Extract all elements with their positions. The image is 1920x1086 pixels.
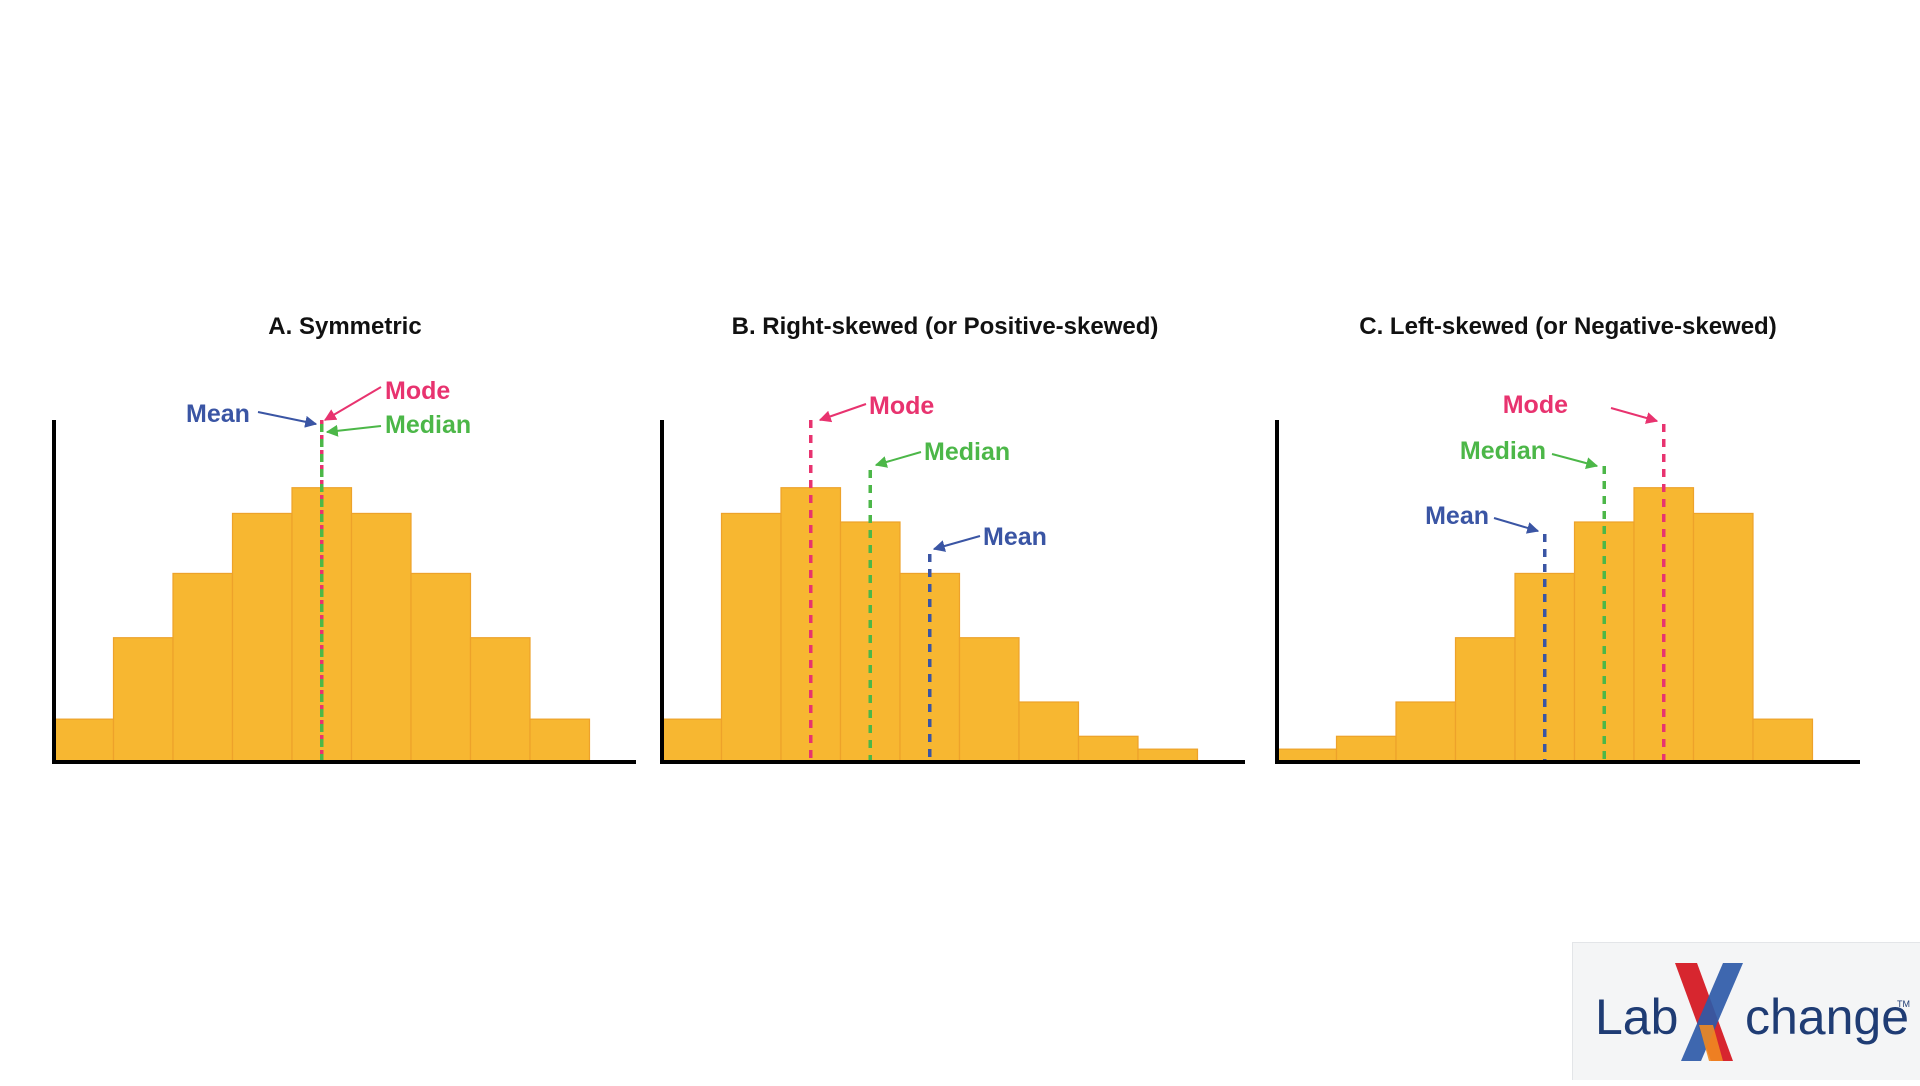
- histogram-bar: [112, 637, 174, 763]
- histogram-bar: [529, 718, 591, 763]
- mode-arrow: [818, 403, 867, 423]
- labxchange-logo: Lab change TM: [1572, 942, 1920, 1080]
- chart-panel-2: B. Right-skewed (or Positive-skewed) Mode…: [660, 313, 1245, 764]
- mode-label: Mode: [869, 392, 934, 420]
- mean-label: Mean: [983, 523, 1047, 551]
- median-arrow: [1551, 453, 1599, 470]
- logo-mark: Lab change TM: [1595, 963, 1910, 1061]
- histogram-bar: [661, 718, 723, 763]
- median-label: Median: [385, 411, 471, 439]
- mode-label: Mode: [1503, 391, 1568, 419]
- histogram-bar: [1077, 735, 1139, 763]
- mean-arrow: [1493, 517, 1540, 534]
- histogram-bar: [231, 512, 293, 763]
- histogram-bar: [172, 572, 234, 763]
- mean-label: Mean: [186, 400, 250, 428]
- histogram-bar: [1018, 701, 1080, 763]
- mode-arrow: [323, 386, 382, 421]
- median-arrow: [874, 451, 922, 468]
- chart-panel-1: A. Symmetric Mean Mode Median: [52, 313, 636, 764]
- chart-title: C. Left-skewed (or Negative-skewed): [1359, 313, 1776, 340]
- histogram-bar: [469, 637, 531, 763]
- histogram-bar: [410, 572, 472, 763]
- histogram-bar: [720, 512, 782, 763]
- histogram-bar: [1395, 701, 1457, 763]
- mean-arrow: [257, 411, 318, 428]
- mode-arrow: [1610, 407, 1659, 424]
- mean-label: Mean: [1425, 502, 1489, 530]
- logo-text-change: change: [1745, 989, 1909, 1045]
- histogram-bar: [958, 637, 1020, 763]
- logo-x-icon: [1675, 963, 1743, 1061]
- histogram-bar: [350, 512, 412, 763]
- chart-panel-3: C. Left-skewed (or Negative-skewed) Mode M…: [1275, 313, 1860, 764]
- histogram-bar: [1692, 512, 1754, 763]
- median-label: Median: [1460, 437, 1546, 465]
- histogram-bar: [1454, 637, 1516, 763]
- histogram-bar: [1335, 735, 1397, 763]
- mode-label: Mode: [385, 377, 450, 405]
- mean-arrow: [932, 535, 981, 552]
- histogram-bar: [53, 718, 115, 763]
- chart-title: B. Right-skewed (or Positive-skewed): [732, 313, 1159, 340]
- logo-trademark: TM: [1897, 999, 1910, 1009]
- logo-text-lab: Lab: [1595, 989, 1678, 1045]
- histogram-bar: [1752, 718, 1814, 763]
- median-label: Median: [924, 438, 1010, 466]
- median-arrow: [325, 424, 382, 437]
- chart-title: A. Symmetric: [268, 313, 421, 340]
